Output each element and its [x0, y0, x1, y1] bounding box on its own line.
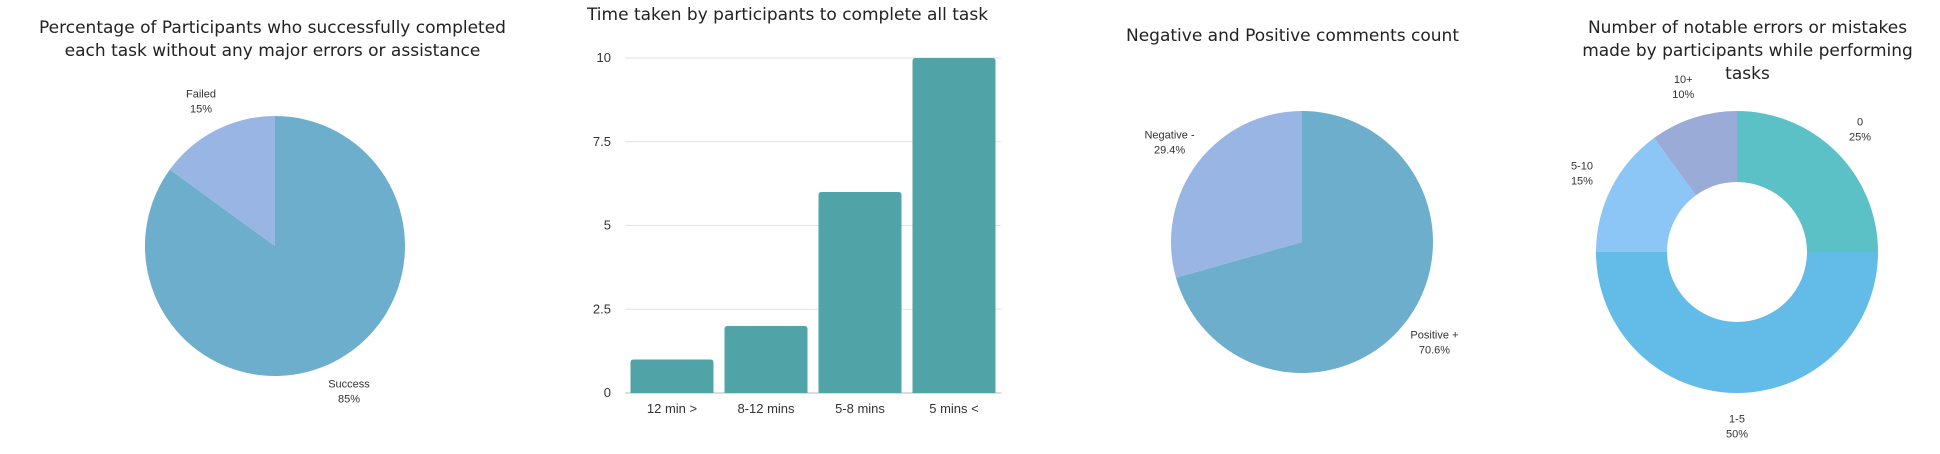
slice-label: Failed	[186, 88, 216, 100]
chart-title: Negative and Positive comments count	[1125, 26, 1459, 46]
slice-value-label: 25%	[1849, 131, 1871, 143]
bar	[630, 359, 714, 393]
pie-chart: Positive + 70.6% Negative - 29.4%	[1144, 111, 1458, 373]
x-tick-label: 5 mins <	[929, 401, 979, 416]
slice-label: Success	[328, 379, 370, 391]
chart-time-taken: Time taken by participants to complete a…	[545, 0, 1030, 454]
pie-chart: Success 85% Failed 15%	[144, 88, 405, 406]
pie-slice	[1654, 111, 1737, 196]
slice-label: Positive +	[1410, 330, 1458, 342]
bar	[724, 326, 808, 393]
pie-slice	[1596, 137, 1696, 252]
slice-value-label: 10%	[1672, 89, 1694, 101]
x-tick-label: 12 min >	[647, 401, 697, 416]
slice-value-label: 50%	[1726, 429, 1748, 441]
slice-label: 5-10	[1571, 161, 1593, 173]
y-tick-label: 0	[604, 385, 611, 400]
pie-slice	[1175, 111, 1433, 373]
chart-errors: Number of notable errors or mistakes mad…	[1555, 0, 1940, 454]
slice-value-label: 29.4%	[1154, 144, 1185, 156]
chart-title: Percentage of Participants who successfu…	[39, 18, 506, 61]
x-tick-label: 5-8 mins	[835, 401, 885, 416]
slice-label: 0	[1857, 116, 1863, 128]
y-tick-label: 5	[604, 218, 611, 233]
slice-value-label: 15%	[1571, 176, 1593, 188]
pie-slice	[169, 116, 275, 246]
chart-success-rate: Percentage of Participants who successfu…	[0, 0, 545, 454]
pie-slice	[1171, 111, 1302, 278]
slice-label: 10+	[1674, 74, 1693, 86]
pie-slice	[1737, 111, 1878, 252]
y-tick-label: 7.5	[593, 134, 611, 149]
x-tick-label: 8-12 mins	[737, 401, 795, 416]
slice-value-label: 70.6%	[1419, 345, 1450, 357]
bar-chart: 0 2.5 5 7.5 10 12 min > 8-12 mins 5-8 mins 5 min…	[593, 50, 1001, 416]
bar	[818, 192, 902, 393]
y-tick-label: 10	[597, 50, 611, 65]
y-tick-label: 2.5	[593, 301, 611, 316]
slice-label: 1-5	[1729, 414, 1745, 426]
slice-label: Negative -	[1144, 129, 1194, 141]
pie-slice	[1596, 252, 1878, 393]
bar	[912, 58, 996, 393]
slice-value-label: 85%	[338, 394, 360, 406]
donut-chart: 0 25% 1-5 50% 5-10 15% 10+ 10%	[1571, 74, 1878, 441]
chart-comments: Negative and Positive comments count Pos…	[1030, 0, 1555, 454]
chart-title: Number of notable errors or mistakes mad…	[1582, 18, 1913, 84]
slice-value-label: 15%	[190, 103, 212, 115]
chart-title: Time taken by participants to complete a…	[586, 5, 989, 25]
